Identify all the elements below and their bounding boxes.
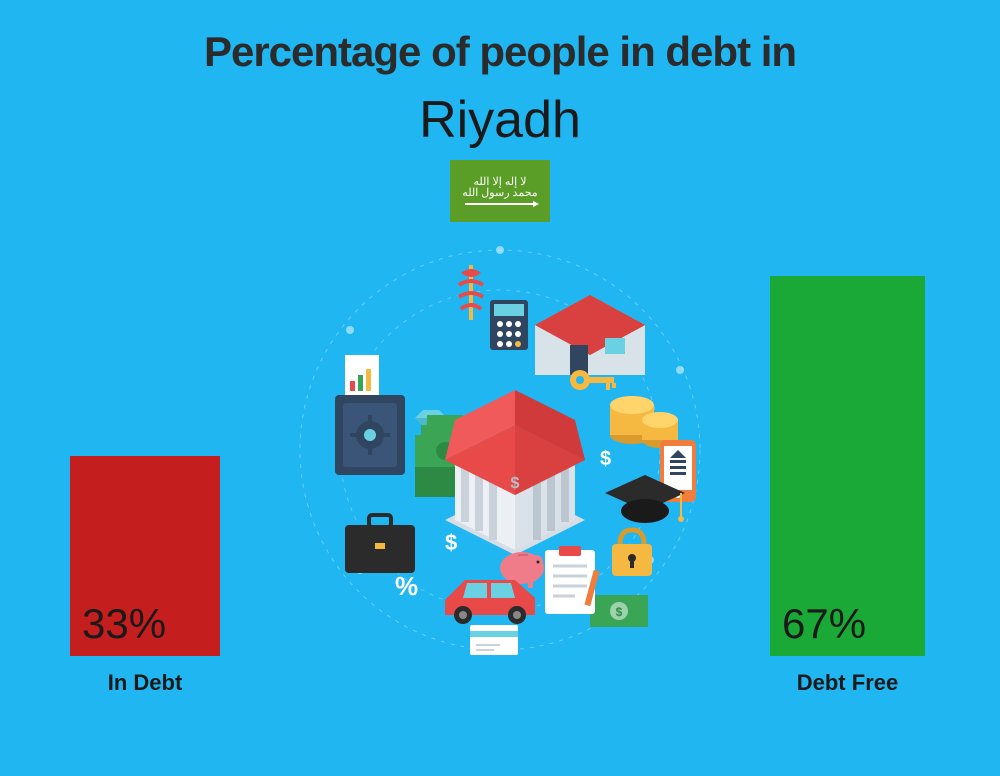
briefcase-icon xyxy=(345,515,415,573)
document-icon xyxy=(470,625,518,655)
flag-script-icon: لا إله إلا اللهمحمد رسول الله xyxy=(462,177,537,199)
safe-icon xyxy=(335,395,405,475)
car-icon xyxy=(445,580,535,624)
cash-bill-icon: $ xyxy=(590,595,648,627)
bar-in-debt: 33% xyxy=(70,456,220,656)
title-line1: Percentage of people in debt in xyxy=(0,28,1000,76)
bar-debt-free-value: 67% xyxy=(782,600,866,648)
clipboard-icon xyxy=(545,546,600,614)
bar-in-debt-label: In Debt xyxy=(70,670,220,696)
flag-sword-icon xyxy=(465,203,535,205)
chart-slip-icon xyxy=(345,355,379,395)
finance-illustration: $ $ xyxy=(290,240,710,660)
svg-text:$: $ xyxy=(511,475,520,492)
dollar-icon: $ xyxy=(445,530,457,555)
bar-in-debt-value: 33% xyxy=(82,600,166,648)
svg-text:$: $ xyxy=(616,605,623,619)
dollar-icon-2: $ xyxy=(600,448,611,470)
padlock-icon xyxy=(612,530,652,576)
bar-debt-free: 67% xyxy=(770,276,925,656)
percent-icon: % xyxy=(395,571,418,601)
house-icon xyxy=(535,295,645,375)
calculator-icon xyxy=(490,300,528,350)
bank-icon: $ xyxy=(445,390,585,555)
bar-debt-free-label: Debt Free xyxy=(770,670,925,696)
title-line2: Riyadh xyxy=(0,90,1000,150)
flag-saudi-arabia: لا إله إلا اللهمحمد رسول الله xyxy=(450,160,550,222)
caduceus-icon xyxy=(459,265,483,320)
